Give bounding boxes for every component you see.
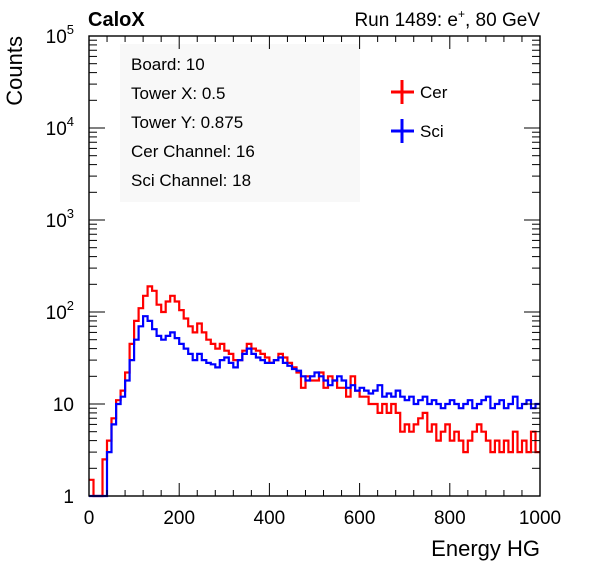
x-tick-label: 200 [163, 508, 195, 529]
info-line-tower-x: Tower X: 0.5 [131, 84, 226, 103]
series-layer [89, 285, 540, 498]
y-tick-label: 105 [46, 22, 74, 48]
x-axis-label: Energy HG [431, 536, 540, 561]
y-tick-label: 104 [46, 114, 74, 140]
x-tick-label: 400 [254, 508, 286, 529]
series-line-sci [89, 315, 540, 498]
info-box-background [120, 44, 360, 202]
info-line-sci-channel: Sci Channel: 18 [131, 171, 251, 190]
header-left-label: CaloX [88, 9, 145, 31]
y-tick-label: 10 [53, 395, 74, 416]
legend-label-sci: Sci [420, 122, 444, 141]
x-tick-label: 800 [434, 508, 466, 529]
y-tick-label: 1 [63, 487, 74, 508]
info-line-board: Board: 10 [131, 55, 205, 74]
info-line-cer-channel: Cer Channel: 16 [131, 142, 255, 161]
legend-marker-cer [391, 80, 414, 104]
x-tick-label: 0 [84, 508, 95, 529]
y-tick-label: 102 [46, 298, 74, 324]
header-energy-text: , 80 GeV [465, 10, 540, 31]
header-charge-sup: + [458, 7, 465, 21]
legend-marker-sci [391, 119, 414, 143]
plot-frame [88, 35, 541, 497]
x-tick-label: 600 [344, 508, 376, 529]
legend: Cer Sci [391, 80, 448, 143]
axes-layer: 0 200 400 600 800 1000 1 10 102 103 104 105 [46, 22, 562, 529]
y-axis-label: Counts [2, 36, 27, 106]
legend-label-cer: Cer [420, 83, 448, 102]
info-line-tower-y: Tower Y: 0.875 [131, 113, 243, 132]
series-line-cer [89, 285, 540, 498]
y-tick-label: 103 [46, 206, 74, 232]
x-tick-label: 1000 [519, 508, 561, 529]
header-right-label: Run 1489: e+, 80 GeV [354, 7, 540, 31]
header-run-text: Run 1489: e [354, 10, 458, 31]
